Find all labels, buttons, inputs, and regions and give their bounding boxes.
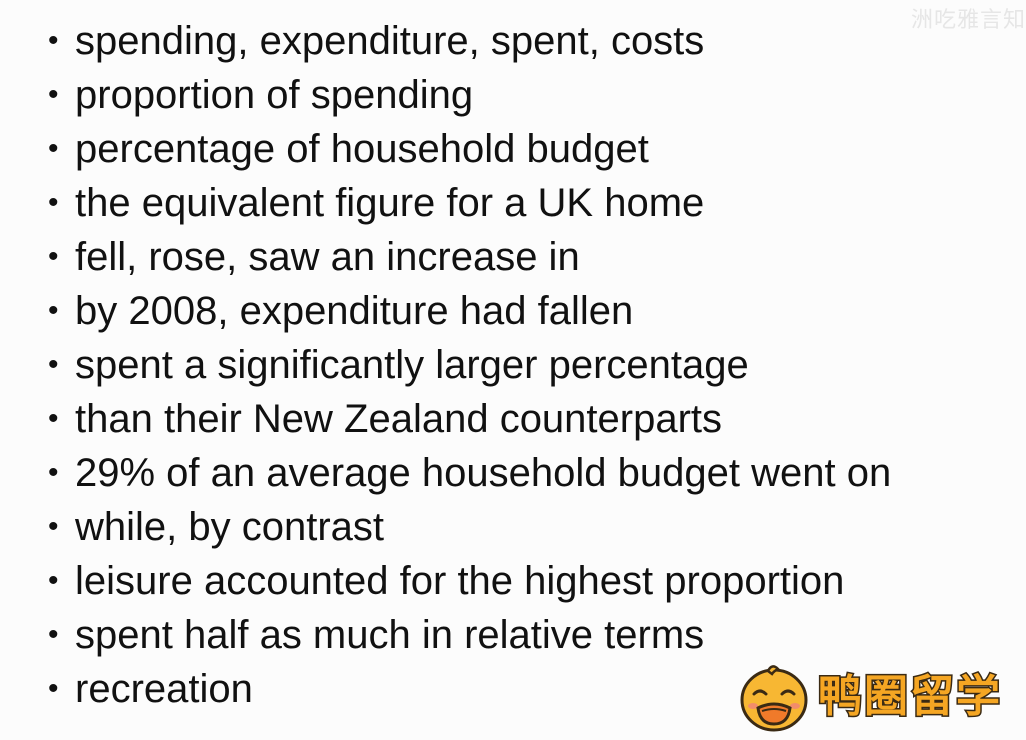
bullet-icon: •	[48, 402, 59, 435]
bullet-icon: •	[48, 78, 59, 111]
list-item: • spent half as much in relative terms	[48, 608, 891, 662]
list-item: • 29% of an average household budget went…	[48, 446, 891, 500]
list-item-text: recreation	[75, 667, 253, 711]
watermark-text: 洲吃雅言知	[910, 7, 1026, 32]
list-item-text: than their New Zealand counterparts	[75, 397, 723, 441]
list-item: • recreation	[48, 662, 891, 716]
bullet-list: • spending, expenditure, spent, costs • pr…	[48, 14, 891, 716]
bullet-icon: •	[48, 132, 59, 165]
bullet-icon: •	[48, 24, 59, 57]
list-item: • by 2008, expenditure had fallen	[48, 284, 891, 338]
list-item-text: by 2008, expenditure had fallen	[75, 289, 634, 333]
list-item-text: percentage of household budget	[75, 127, 649, 171]
duck-icon	[740, 665, 808, 732]
list-item: • leisure accounted for the highest propo…	[48, 554, 891, 608]
list-item: • the equivalent figure for a UK home	[48, 176, 891, 230]
bullet-icon: •	[48, 510, 59, 543]
list-item: • than their New Zealand counterparts	[48, 392, 891, 446]
list-item: • fell, rose, saw an increase in	[48, 230, 891, 284]
list-item-text: fell, rose, saw an increase in	[75, 235, 580, 279]
list-item: • percentage of household budget	[48, 122, 891, 176]
brand-logo: 鸭圈留学	[738, 662, 1026, 732]
list-item-text: while, by contrast	[75, 505, 385, 549]
list-item-text: proportion of spending	[75, 73, 474, 117]
bullet-icon: •	[48, 348, 59, 381]
list-item-text: 29% of an average household budget went …	[75, 451, 892, 495]
bullet-icon: •	[48, 564, 59, 597]
list-item: • while, by contrast	[48, 500, 891, 554]
list-item-text: the equivalent figure for a UK home	[75, 181, 705, 225]
list-item-text: spending, expenditure, spent, costs	[75, 19, 705, 63]
bullet-icon: •	[48, 186, 59, 219]
bullet-icon: •	[48, 618, 59, 651]
list-item-text: spent half as much in relative terms	[75, 613, 705, 657]
list-item-text: leisure accounted for the highest propor…	[75, 559, 845, 603]
bullet-icon: •	[48, 240, 59, 273]
bullet-icon: •	[48, 672, 59, 705]
logo-text: 鸭圈留学	[817, 670, 1002, 724]
list-item: • spent a significantly larger percentage	[48, 338, 891, 392]
bullet-icon: •	[48, 456, 59, 489]
bullet-icon: •	[48, 294, 59, 327]
list-item-text: spent a significantly larger percentage	[75, 343, 749, 387]
list-item: • spending, expenditure, spent, costs	[48, 14, 891, 68]
list-item: • proportion of spending	[48, 68, 891, 122]
